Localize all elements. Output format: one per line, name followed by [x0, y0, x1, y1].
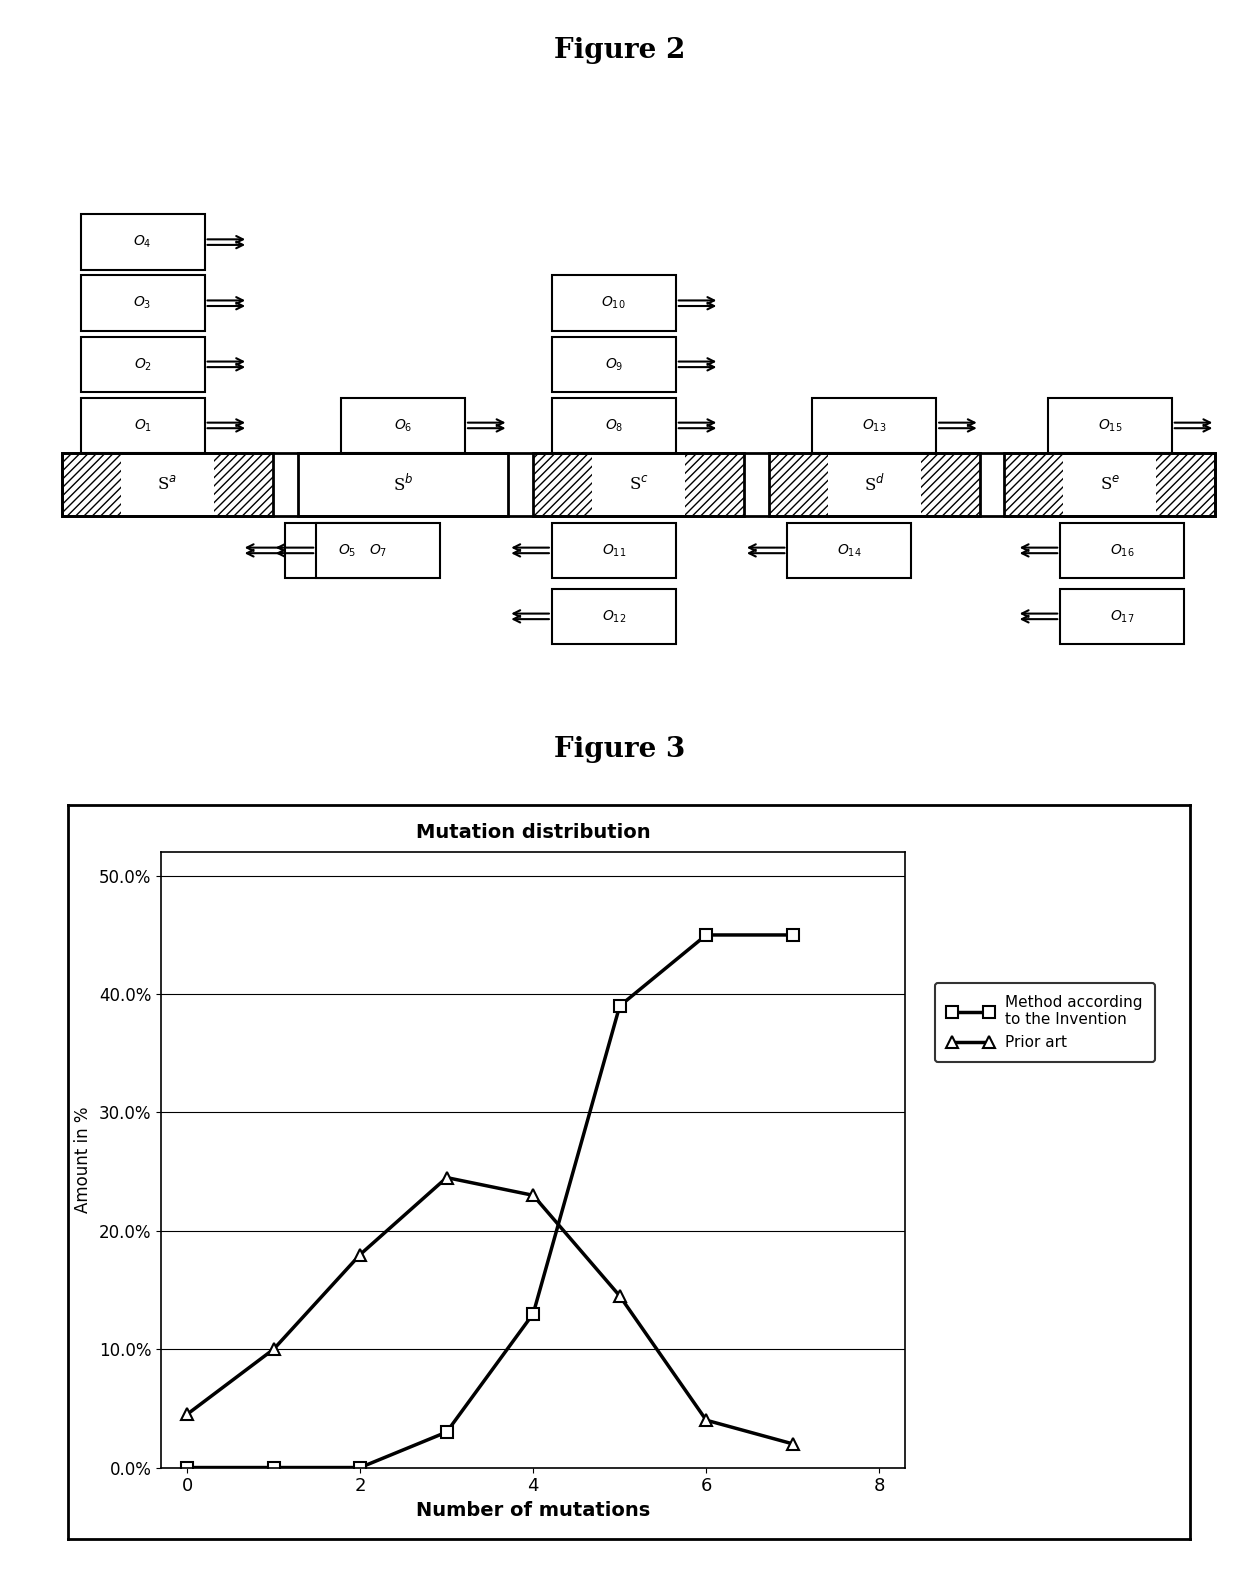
Bar	[552, 522, 676, 578]
Text: $O_{10}$: $O_{10}$	[601, 295, 626, 311]
X-axis label: Number of mutations: Number of mutations	[417, 1501, 650, 1520]
Bar	[62, 453, 1215, 516]
Text: $O_5$: $O_5$	[339, 543, 356, 559]
Bar	[62, 453, 273, 516]
Method according
to the Invention	[180, 1458, 195, 1477]
Text: $O_9$: $O_9$	[605, 357, 622, 372]
Bar	[62, 453, 122, 516]
Method according
to the Invention	[526, 1303, 541, 1322]
Bar	[552, 276, 676, 331]
Line: Prior art: Prior art	[181, 1171, 799, 1450]
Text: $O_{15}$: $O_{15}$	[1097, 417, 1122, 434]
Bar	[213, 453, 273, 516]
Bar	[684, 453, 744, 516]
Text: S$^{a}$: S$^{a}$	[157, 475, 177, 494]
Text: $O_1$: $O_1$	[134, 417, 151, 434]
Line: Method according
to the Invention: Method according to the Invention	[181, 929, 799, 1474]
Bar	[341, 398, 465, 453]
Prior art	[526, 1187, 541, 1206]
Text: S$^{b}$: S$^{b}$	[393, 473, 413, 495]
Bar	[81, 398, 205, 453]
Bar	[81, 215, 205, 270]
Bar	[533, 453, 744, 516]
Text: $O_4$: $O_4$	[134, 234, 151, 251]
Prior art	[267, 1340, 281, 1359]
Bar	[533, 453, 593, 516]
Text: S$^{c}$: S$^{c}$	[629, 475, 649, 494]
Title: Mutation distribution: Mutation distribution	[415, 824, 651, 843]
Bar	[1060, 589, 1184, 644]
Text: $O_6$: $O_6$	[394, 417, 412, 434]
Bar	[81, 336, 205, 391]
Bar	[1004, 453, 1215, 516]
Bar	[552, 336, 676, 391]
Bar	[769, 453, 828, 516]
Bar	[1048, 398, 1172, 453]
Text: $O_3$: $O_3$	[134, 295, 151, 311]
Bar	[1060, 522, 1184, 578]
Text: $O_7$: $O_7$	[370, 543, 387, 559]
Bar	[1004, 453, 1064, 516]
Prior art	[352, 1245, 367, 1264]
Bar	[81, 276, 205, 331]
Text: $O_{11}$: $O_{11}$	[601, 543, 626, 559]
Text: $O_{16}$: $O_{16}$	[1110, 543, 1135, 559]
Prior art	[180, 1404, 195, 1423]
Prior art	[699, 1411, 714, 1430]
Method according
to the Invention	[785, 925, 800, 944]
Bar	[1156, 453, 1215, 516]
Bar	[298, 453, 508, 516]
Bar	[787, 522, 911, 578]
Bar	[920, 453, 980, 516]
Bar	[285, 522, 409, 578]
Text: S$^{d}$: S$^{d}$	[864, 473, 884, 495]
Text: $O_{12}$: $O_{12}$	[601, 608, 626, 625]
Bar	[316, 522, 440, 578]
Method according
to the Invention	[439, 1423, 454, 1442]
Y-axis label: Amount in %: Amount in %	[74, 1106, 92, 1213]
Text: S$^{e}$: S$^{e}$	[1100, 475, 1120, 494]
Text: $O_{17}$: $O_{17}$	[1110, 608, 1135, 625]
Text: Figure 3: Figure 3	[554, 735, 686, 764]
Method according
to the Invention	[613, 997, 627, 1016]
Text: Figure 2: Figure 2	[554, 36, 686, 63]
Bar	[769, 453, 980, 516]
Prior art	[785, 1434, 800, 1453]
Bar	[812, 398, 936, 453]
Method according
to the Invention	[267, 1458, 281, 1477]
Method according
to the Invention	[352, 1458, 367, 1477]
Bar	[552, 589, 676, 644]
Prior art	[439, 1168, 454, 1187]
Bar	[552, 398, 676, 453]
Method according
to the Invention	[699, 925, 714, 944]
Legend: Method according
to the Invention, Prior art: Method according to the Invention, Prior…	[935, 983, 1156, 1062]
Text: $O_8$: $O_8$	[605, 417, 622, 434]
Text: $O_{14}$: $O_{14}$	[837, 543, 862, 559]
Text: $O_2$: $O_2$	[134, 357, 151, 372]
Prior art	[613, 1286, 627, 1305]
Text: $O_{13}$: $O_{13}$	[862, 417, 887, 434]
